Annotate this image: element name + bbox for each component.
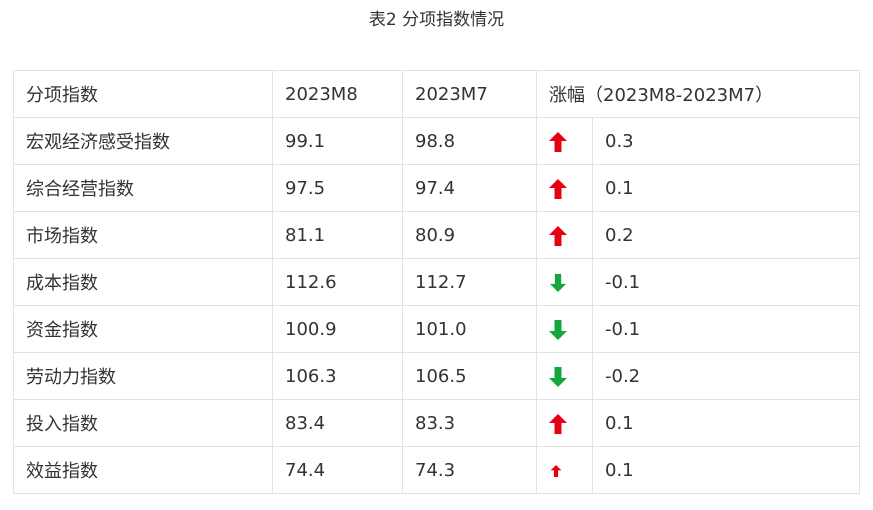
change-value: -0.1 [591,305,861,353]
change-direction-cell [536,446,593,494]
change-value: -0.2 [591,352,861,400]
change-direction-cell [536,211,593,259]
up-arrow-icon [549,464,563,477]
down-arrow-icon [549,319,567,340]
value-2023m8: 74.4 [272,446,403,494]
value-2023m7: 112.7 [402,258,537,306]
subindex-name: 劳动力指数 [13,352,273,400]
value-2023m8: 112.6 [272,258,403,306]
change-value: 0.1 [591,164,861,212]
change-direction-cell [536,305,593,353]
value-2023m7: 106.5 [402,352,537,400]
value-2023m7: 101.0 [402,305,537,353]
table-row: 投入指数 83.4 83.3 0.1 [13,399,861,447]
table-body: 宏观经济感受指数 99.1 98.8 0.3 综合经营指数 97.5 97.4 0.1 市场指数… [13,117,861,494]
table-row: 资金指数 100.9 101.0 -0.1 [13,305,861,353]
down-arrow-icon [549,366,567,387]
change-direction-cell [536,258,593,306]
subindex-name: 效益指数 [13,446,273,494]
value-2023m7: 80.9 [402,211,537,259]
value-2023m8: 97.5 [272,164,403,212]
table-title: 表2 分项指数情况 [368,10,505,30]
table-row: 综合经营指数 97.5 97.4 0.1 [13,164,861,212]
down-arrow-icon [549,273,567,292]
change-direction-cell [536,164,593,212]
subindex-name: 成本指数 [13,258,273,306]
change-direction-cell [536,352,593,400]
change-value: 0.3 [591,117,861,165]
change-value: 0.2 [591,211,861,259]
up-arrow-icon [549,178,567,199]
table-row: 市场指数 81.1 80.9 0.2 [13,211,861,259]
up-arrow-icon [549,413,567,434]
change-value: -0.1 [591,258,861,306]
change-direction-cell [536,399,593,447]
change-value: 0.1 [591,446,861,494]
up-arrow-icon [549,225,567,246]
table-row: 宏观经济感受指数 99.1 98.8 0.3 [13,117,861,165]
value-2023m8: 99.1 [272,117,403,165]
subindex-name: 资金指数 [13,305,273,353]
subindex-name: 投入指数 [13,399,273,447]
value-2023m8: 83.4 [272,399,403,447]
value-2023m7: 83.3 [402,399,537,447]
table-row: 成本指数 112.6 112.7 -0.1 [13,258,861,306]
value-2023m8: 106.3 [272,352,403,400]
change-direction-cell [536,117,593,165]
value-2023m7: 74.3 [402,446,537,494]
header-2023m8: 2023M8 [272,70,403,118]
table-row: 劳动力指数 106.3 106.5 -0.2 [13,352,861,400]
change-value: 0.1 [591,399,861,447]
header-subindex: 分项指数 [13,70,273,118]
value-2023m7: 97.4 [402,164,537,212]
value-2023m7: 98.8 [402,117,537,165]
up-arrow-icon [549,131,567,152]
header-2023m7: 2023M7 [402,70,537,118]
table-row: 效益指数 74.4 74.3 0.1 [13,446,861,494]
value-2023m8: 100.9 [272,305,403,353]
value-2023m8: 81.1 [272,211,403,259]
subindex-name: 综合经营指数 [13,164,273,212]
subindex-name: 市场指数 [13,211,273,259]
subindex-table: 分项指数 2023M8 2023M7 涨幅（2023M8-2023M7） 宏观经… [13,70,861,494]
header-change: 涨幅（2023M8-2023M7） [535,70,861,118]
subindex-name: 宏观经济感受指数 [13,117,273,165]
table-header-row: 分项指数 2023M8 2023M7 涨幅（2023M8-2023M7） [13,70,861,118]
